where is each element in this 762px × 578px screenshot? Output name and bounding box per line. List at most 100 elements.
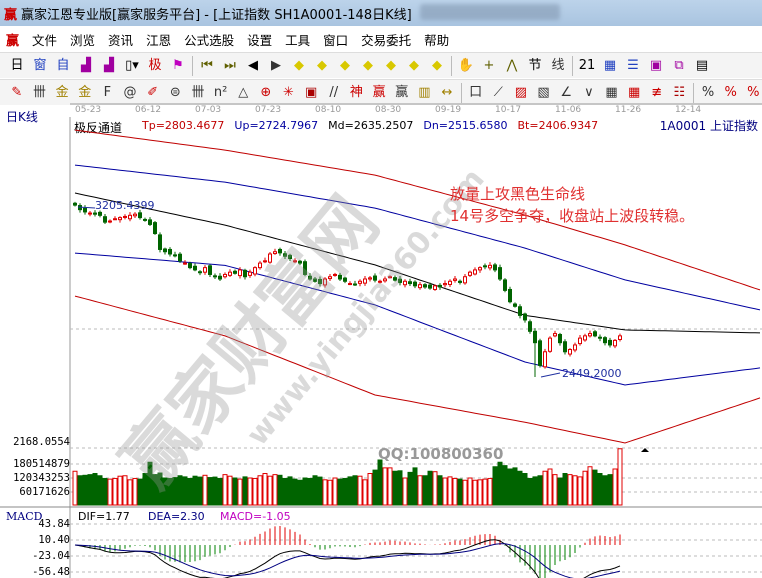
ruler-pen-icon[interactable]: ✐ [147,84,159,100]
chart-3-icon[interactable]: ▟ [81,57,91,73]
network-icon[interactable]: ⧉ [674,57,684,73]
volume-bar [277,474,283,506]
square-grid-icon[interactable]: ▣ [305,84,318,100]
diamond-right-icon[interactable]: ◆ [317,57,327,73]
pen-icon[interactable]: ✎ [11,84,23,100]
menu-item-7[interactable]: 窗口 [323,32,349,48]
menu-item-4[interactable]: 公式选股 [184,32,235,48]
self-icon[interactable]: 自 [56,57,70,73]
calendar-icon[interactable]: 21 [578,57,596,73]
save-icon[interactable]: ▣ [649,57,663,73]
menu-item-8[interactable]: 交易委托 [361,32,412,48]
candle-body [208,265,212,275]
extreme-icon[interactable]: 极 [148,57,162,73]
diamond-left-icon[interactable]: ◆ [294,57,304,73]
note-line-2: 14号多空争夺，收盘站上波段转稳。 [450,207,695,225]
bars-icon[interactable]: 卌 [32,84,46,100]
percent-icon[interactable]: % [724,84,737,100]
volume-bar [132,477,138,506]
menu-item-1[interactable]: 浏览 [70,32,96,48]
volume-bar [497,461,503,506]
angle-icon[interactable]: ∠ [560,84,572,100]
percent-red-icon[interactable]: % [701,84,715,100]
notes-icon[interactable]: ☰ [627,57,639,73]
grid-2-icon[interactable]: ▦ [605,84,618,100]
candle-body [513,303,517,307]
menu-item-0[interactable]: 文件 [32,32,58,48]
chart-9-icon[interactable]: ▟ [104,57,114,73]
section-icon[interactable]: 节 [528,57,542,73]
left-icon[interactable]: ◀ [248,57,258,73]
candle-icon[interactable]: ▯▾ [125,57,139,73]
volume-bar [447,476,453,506]
calculator-icon[interactable]: ▦ [603,57,617,73]
candle-body [608,339,612,346]
box-icon[interactable]: 口 [469,84,483,100]
grid-3-icon[interactable]: ▦ [627,84,641,100]
volume-bar [352,475,358,506]
line-text-icon[interactable]: 线 [551,57,565,73]
menu-item-5[interactable]: 设置 [247,32,273,48]
menu-item-9[interactable]: 帮助 [424,32,450,48]
candle-body [168,248,172,255]
diamond-x-icon[interactable]: ◆ [363,57,373,73]
triangle-icon[interactable]: △ [238,84,249,100]
gold-1-icon[interactable]: 金 [55,84,69,100]
target-icon[interactable]: ⊕ [260,84,272,100]
line-tool-icon[interactable]: ⋀ [506,57,518,73]
bt-value: Bt=2406.9347 [517,119,599,132]
list-icon[interactable]: ☷ [673,84,686,100]
menu-logo-icon[interactable]: 赢 [6,33,20,49]
win-2-icon[interactable]: 赢 [395,84,409,100]
diamond-a-icon[interactable]: ◆ [386,57,396,73]
diamond-c-icon[interactable]: ◆ [432,57,442,73]
macd-label-1: 10.40 [38,534,70,546]
candle-body [238,269,242,277]
first-icon[interactable]: ⏮ [201,57,213,73]
n2-icon[interactable]: n² [213,84,228,100]
diamond-h-icon[interactable]: ◆ [340,57,350,73]
right-icon[interactable]: ▶ [271,57,281,73]
candle-body [283,253,287,257]
percent-line-icon[interactable]: % [747,84,760,100]
window-icon[interactable]: 窗 [33,57,47,73]
volume-bar [577,476,583,506]
spiral-icon[interactable]: @ [123,84,137,100]
gold-2-icon[interactable]: 金 [78,84,92,100]
crosshair-icon[interactable]: + [483,57,495,73]
volume-bar [222,474,228,506]
box-fan-icon[interactable]: ▨ [514,84,528,100]
volume-bar [512,467,518,506]
candle-body [353,283,357,286]
volume-bar [547,468,553,506]
menu-item-6[interactable]: 工具 [285,32,311,48]
computer-icon[interactable]: ▤ [695,57,709,73]
candle-body [438,284,442,288]
god-icon[interactable]: 神 [349,84,363,100]
bars-2-icon[interactable]: 卌 [191,84,205,100]
circle-grid-icon[interactable]: ⊜ [169,84,181,100]
grid-icon[interactable]: ▥ [418,84,431,100]
win-icon[interactable]: 赢 [372,84,386,100]
volume-bar [397,470,403,506]
menu-item-2[interactable]: 资讯 [108,32,134,48]
candle-body [263,260,267,263]
menu-item-3[interactable]: 江恩 [146,32,172,48]
hand-icon[interactable]: ✋ [457,57,475,73]
toolbar-separator [192,55,193,76]
parallel-icon[interactable]: ≢ [651,84,663,100]
last-icon[interactable]: ⏭ [224,57,236,73]
box-fan-2-icon[interactable]: ▧ [537,84,550,100]
f-line-icon[interactable]: F [103,84,112,100]
width-icon[interactable]: ↔ [441,84,453,100]
date-axis: 05-23 06-12 07-03 07-23 08-10 08-30 09-19 10-17… [70,105,762,117]
star-icon[interactable]: ✳ [283,84,294,100]
fan-icon[interactable]: ⟋ [493,84,503,100]
vee-icon[interactable]: ∨ [584,84,594,100]
candle-body [323,278,327,286]
volume-bar [267,475,273,506]
flag-icon[interactable]: ⚑ [172,57,184,73]
diamond-b-icon[interactable]: ◆ [409,57,419,73]
slash-icon[interactable]: // [329,84,339,100]
